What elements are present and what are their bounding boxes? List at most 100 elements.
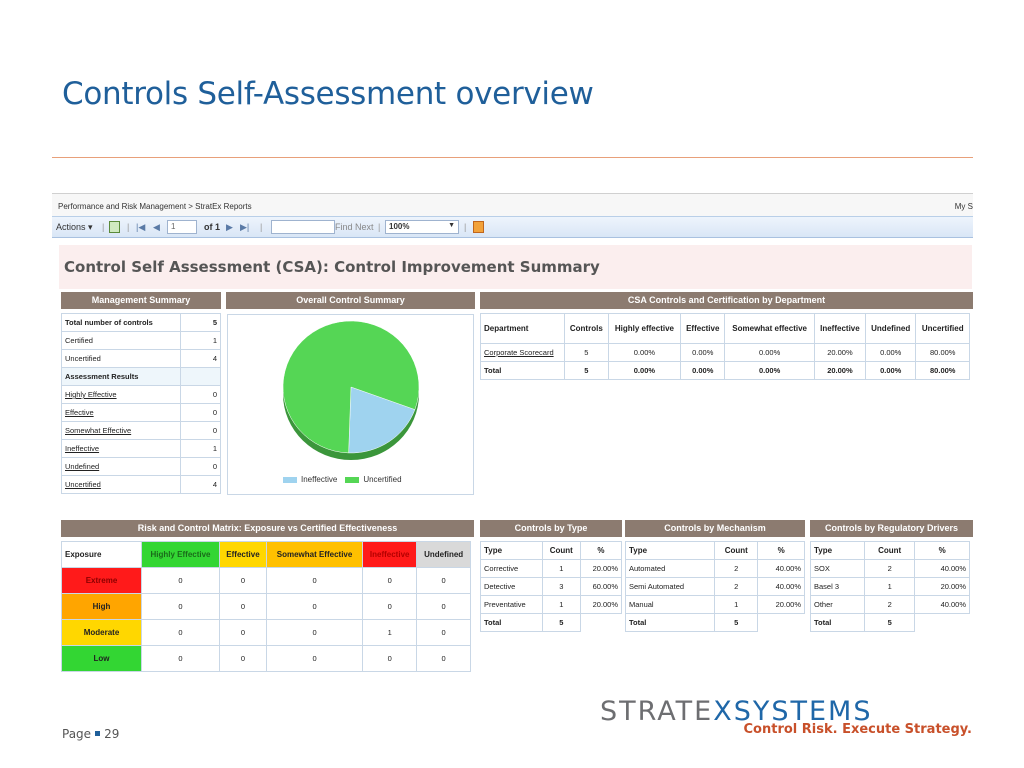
column-header: Highly effective — [607, 313, 682, 344]
page-number: 29 — [104, 727, 120, 741]
table-cell: Semi Automated — [624, 577, 716, 596]
table-cell: 1 — [714, 595, 759, 614]
column-header: Department — [480, 313, 565, 344]
page-label: Page — [62, 727, 92, 741]
matrix-column-header: Effective — [219, 541, 267, 568]
table-row: Certified 1 — [61, 331, 222, 350]
matrix-row: Extreme 0 0 0 0 0 — [61, 567, 471, 594]
risk-matrix-table: Exposure Highly Effective Effective Somewha… — [61, 541, 471, 672]
find-next-button[interactable]: Find Next — [335, 222, 374, 232]
report-toolbar: Actions ▾ | | |◀ ◀ 1 of 1 ▶ ▶| | Find Ne… — [52, 216, 973, 238]
table-row: Automated 2 40.00% — [624, 559, 805, 578]
table-cell: Manual — [624, 595, 716, 614]
matrix-cell: 0 — [416, 619, 471, 646]
chevron-down-icon: ▼ — [448, 222, 455, 229]
exposure-label: Low — [61, 645, 142, 672]
table-cell: Total — [480, 613, 543, 632]
matrix-row: Low 0 0 0 0 0 — [61, 645, 471, 672]
save-icon[interactable] — [473, 221, 484, 233]
table-row: SOX 2 40.00% — [810, 559, 970, 578]
previous-page-icon[interactable]: ◀ — [153, 222, 160, 232]
table-row: Corporate Scorecard 5 0.00% 0.00% 0.00% 20.00… — [480, 343, 970, 362]
matrix-cell: 0 — [141, 567, 220, 594]
risk-matrix-header: Risk and Control Matrix: Exposure vs Cer… — [61, 520, 474, 537]
zoom-value: 100% — [389, 222, 410, 231]
last-page-icon[interactable]: ▶| — [240, 222, 250, 232]
table-row: Assessment Results — [61, 367, 222, 386]
table-cell: 20.00% — [579, 559, 623, 578]
table-row: Uncertified 4 — [61, 349, 222, 368]
table-row: Basel 3 1 20.00% — [810, 577, 970, 596]
summary-link[interactable]: Highly Effective — [61, 385, 181, 404]
controls-by-type-table: Type Count% Corrective 1 20.00% Detective 3 60… — [480, 541, 623, 632]
column-header: Type — [480, 541, 543, 560]
matrix-row: High 0 0 0 0 0 — [61, 593, 471, 620]
find-input[interactable] — [271, 220, 335, 234]
matrix-column-header: Ineffective — [362, 541, 418, 568]
column-header: Count — [863, 541, 916, 560]
brand-name-part1: STRATE — [600, 696, 714, 727]
table-row: Total 5 — [810, 613, 970, 632]
my-site-link[interactable]: My S — [954, 202, 973, 211]
department-name[interactable]: Corporate Scorecard — [480, 343, 565, 362]
export-icon[interactable] — [109, 221, 120, 233]
pie-chart — [282, 320, 420, 460]
toolbar-separator: | — [464, 222, 467, 232]
table-cell: 20.00% — [579, 595, 623, 614]
table-row: Semi Automated 2 40.00% — [624, 577, 805, 596]
table-cell: 0.00% — [724, 361, 815, 380]
summary-link[interactable]: Ineffective — [61, 439, 181, 458]
toolbar-separator: | — [127, 222, 130, 232]
summary-link[interactable]: Effective — [61, 403, 181, 422]
brand-name: STRATEXSYSTEMS — [600, 698, 873, 726]
next-page-icon[interactable]: ▶ — [226, 222, 233, 232]
summary-link[interactable]: Undefined — [61, 457, 181, 476]
breadcrumb-text[interactable]: Performance and Risk Management > StratE… — [58, 202, 252, 211]
matrix-cell: 0 — [265, 567, 364, 594]
table-cell: 1 — [541, 559, 581, 578]
matrix-cell: 0 — [416, 567, 471, 594]
table-cell: 40.00% — [757, 577, 805, 596]
matrix-cell: 0 — [219, 593, 267, 620]
table-row: Total 5 — [624, 613, 805, 632]
table-cell: Detective — [480, 577, 543, 596]
toolbar-separator: | — [378, 222, 381, 232]
matrix-cell: 0 — [416, 593, 471, 620]
table-cell: 5 — [541, 613, 581, 632]
zoom-select[interactable]: 100% ▼ — [385, 220, 459, 234]
matrix-cell: 0 — [265, 645, 364, 672]
legend-label: Ineffective — [301, 475, 338, 484]
table-row: Manual 1 20.00% — [624, 595, 805, 614]
column-header: Type — [810, 541, 865, 560]
actions-menu[interactable]: Actions ▾ — [56, 222, 93, 232]
table-row: Highly Effective 0 — [61, 385, 222, 404]
legend-swatch — [283, 476, 297, 483]
summary-value: 5 — [179, 313, 222, 332]
page-footer: Page 29 — [62, 727, 119, 741]
table-cell: Basel 3 — [810, 577, 865, 596]
controls-by-type-header: Controls by Type — [480, 520, 622, 537]
table-cell: 40.00% — [914, 559, 970, 578]
table-cell: 80.00% — [915, 343, 970, 362]
controls-by-regulatory-table: Type Count% SOX 2 40.00% Basel 3 1 20.00% Other… — [810, 541, 970, 632]
table-cell: 3 — [541, 577, 581, 596]
column-header: % — [757, 541, 805, 560]
first-page-icon[interactable]: |◀ — [136, 222, 146, 232]
matrix-cell: 0 — [362, 593, 418, 620]
summary-link[interactable]: Somewhat Effective — [61, 421, 181, 440]
table-row: Preventative 1 20.00% — [480, 595, 623, 614]
matrix-cell: 0 — [219, 567, 267, 594]
page-number-input[interactable]: 1 — [167, 220, 197, 234]
brand-name-part2: XSYSTEMS — [713, 696, 873, 727]
toolbar-separator: | — [260, 222, 263, 232]
summary-label: Certified — [61, 331, 181, 350]
management-summary-header: Management Summary — [61, 292, 221, 309]
column-header: Effective — [680, 313, 726, 344]
table-cell: 2 — [714, 559, 759, 578]
table-cell: 20.00% — [914, 577, 970, 596]
summary-link[interactable]: Uncertified — [61, 475, 181, 494]
report-viewer: Performance and Risk Management > StratE… — [52, 193, 973, 675]
table-row: Undefined 0 — [61, 457, 222, 476]
summary-value: 1 — [179, 439, 222, 458]
table-row: Total 5 0.00% 0.00% 0.00% 20.00% 0.00% 80.00% — [480, 361, 970, 380]
